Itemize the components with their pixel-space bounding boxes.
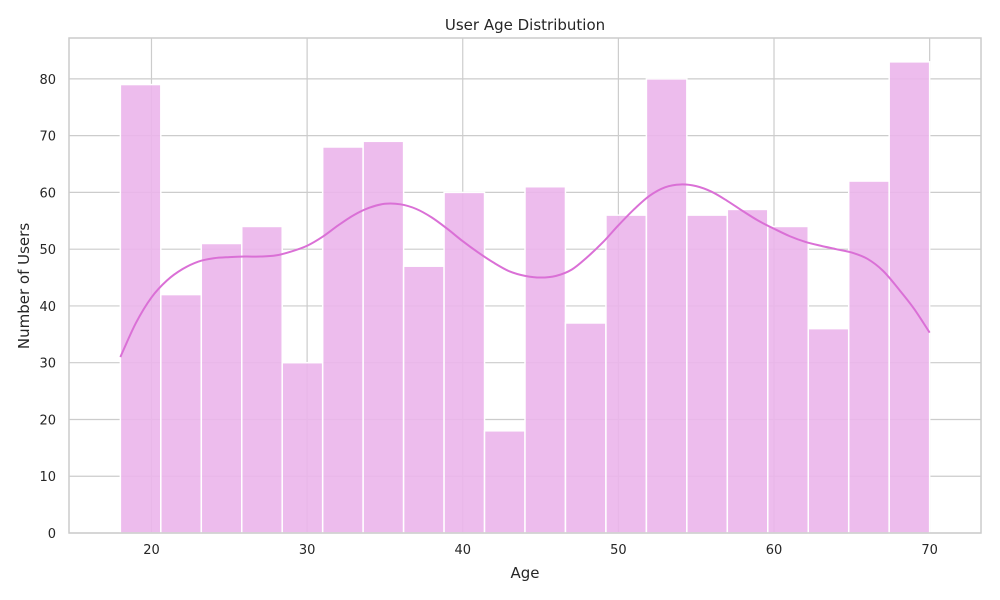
y-tick-label: 40 <box>39 300 56 315</box>
histogram-bar <box>524 185 567 534</box>
y-tick-label: 10 <box>39 470 56 485</box>
y-tick-label: 80 <box>39 73 56 88</box>
histogram-bars <box>119 61 931 534</box>
kde-layer <box>119 183 931 358</box>
x-tick-label: 40 <box>454 543 471 558</box>
x-tick-label: 30 <box>299 543 316 558</box>
histogram-bar <box>847 180 890 534</box>
x-tick-label: 70 <box>921 543 938 558</box>
histogram-bar <box>726 208 769 534</box>
y-tick-label: 60 <box>39 186 56 201</box>
y-tick-label: 20 <box>39 413 56 428</box>
histogram-bar <box>686 214 729 534</box>
histogram-bar <box>321 146 364 534</box>
x-tick-label: 50 <box>610 543 627 558</box>
histogram-bar <box>200 242 243 534</box>
x-axis-label: Age <box>510 564 539 582</box>
histogram-bar <box>362 140 405 534</box>
y-tick-label: 70 <box>39 130 56 145</box>
chart-title: User Age Distribution <box>445 16 605 34</box>
histogram-bar <box>119 83 162 534</box>
x-tick-label: 60 <box>766 543 783 558</box>
histogram-bar <box>483 430 526 534</box>
y-tick-label: 0 <box>48 527 56 542</box>
histogram-bar <box>241 225 283 534</box>
y-tick-label: 30 <box>39 357 56 372</box>
histogram-bar <box>443 191 486 534</box>
histogram-bar <box>807 327 850 534</box>
histogram-bar <box>605 214 648 534</box>
histogram-bar <box>160 293 203 534</box>
histogram-bar <box>888 61 931 534</box>
histogram-bar <box>564 322 607 534</box>
histogram-bar <box>281 361 324 534</box>
x-tick-label: 20 <box>143 543 160 558</box>
histogram-bar <box>402 265 445 534</box>
tick-labels: 20 30 40 50 60 70 0 10 20 30 40 50 60 70 80 <box>39 73 937 558</box>
histogram-bar <box>767 225 809 534</box>
histogram-bar <box>645 78 688 534</box>
y-tick-label: 50 <box>39 243 56 258</box>
plot-frame <box>68 37 982 534</box>
y-axis-label: Number of Users <box>15 223 33 349</box>
kde-curve <box>119 183 931 358</box>
